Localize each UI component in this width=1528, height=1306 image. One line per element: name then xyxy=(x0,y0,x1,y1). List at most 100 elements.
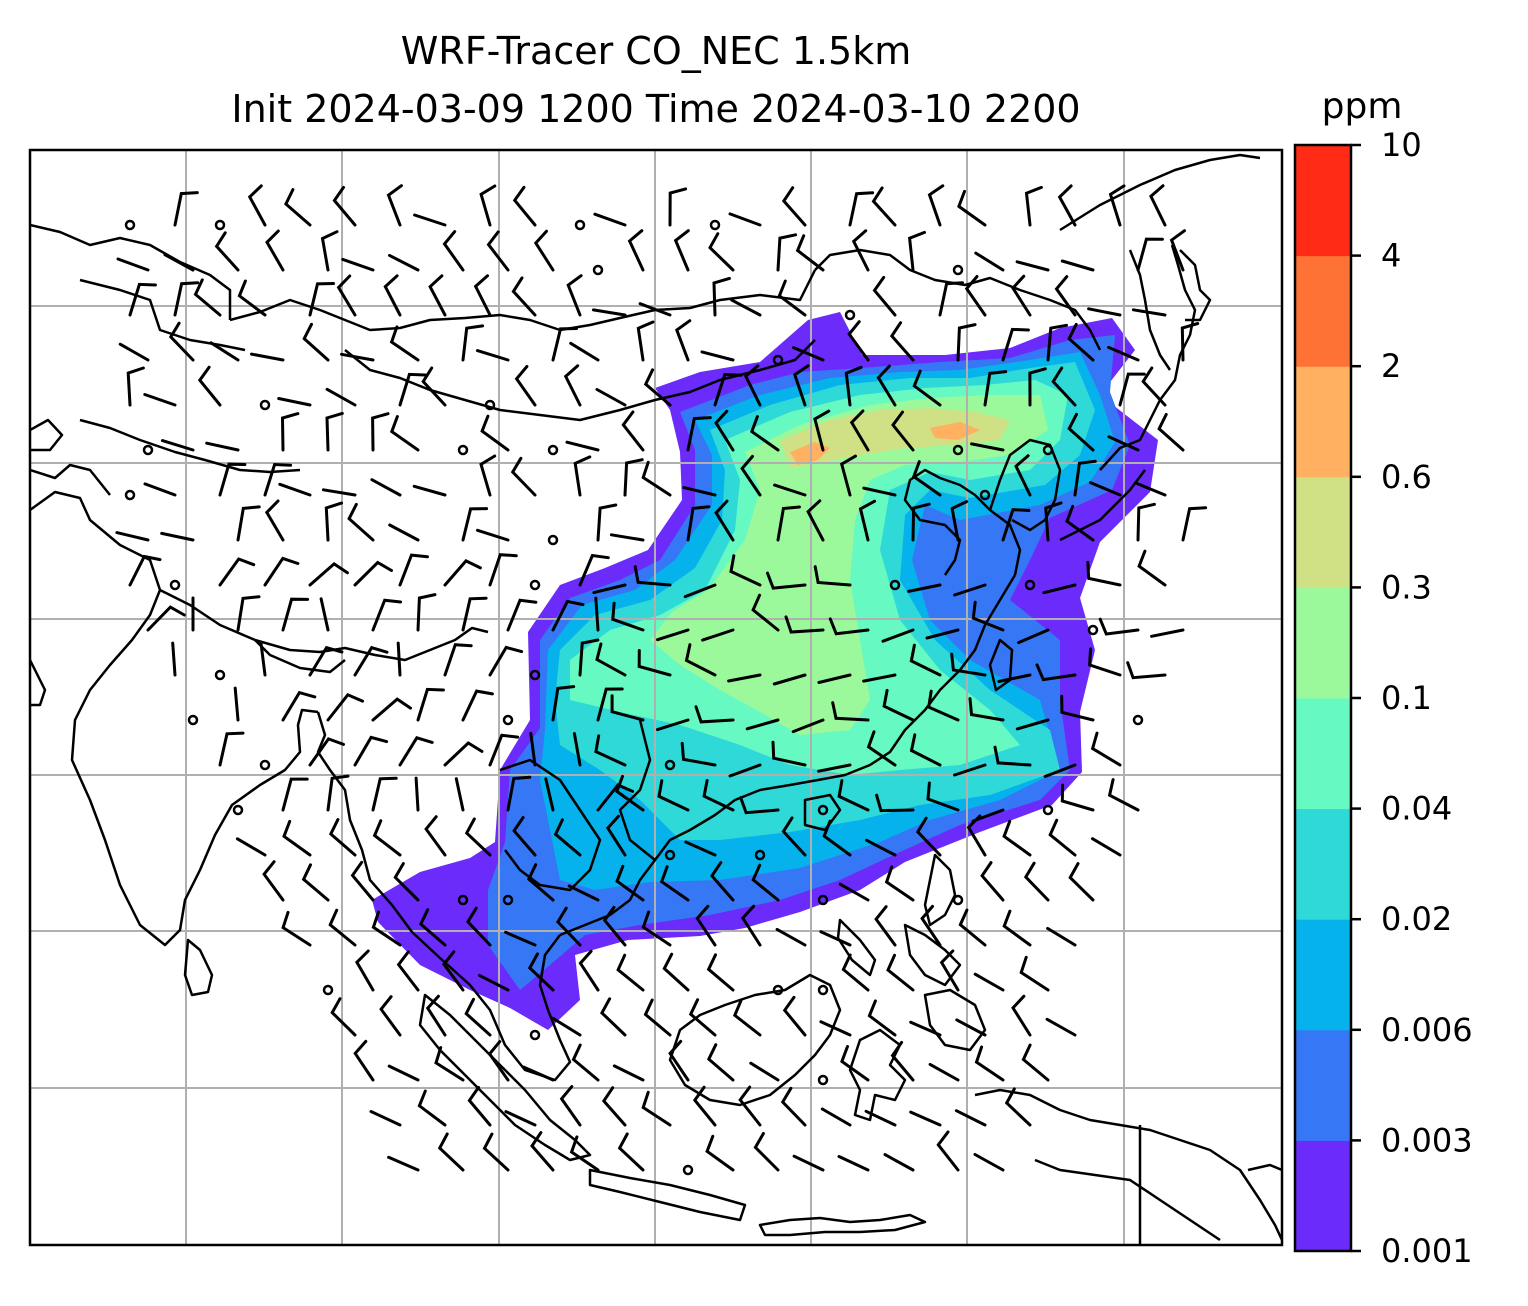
coastline-visayas xyxy=(903,923,962,987)
plume-level-0.3 xyxy=(780,408,1010,468)
wind-barb xyxy=(920,904,942,947)
wind-barb xyxy=(116,257,150,272)
wind-barb xyxy=(683,583,717,599)
calm-wind-circle xyxy=(322,984,334,996)
calm-wind-circle xyxy=(1042,804,1054,816)
wind-barb xyxy=(766,571,807,590)
wind-barb xyxy=(592,583,627,595)
wind-barb xyxy=(862,673,897,683)
wind-barb xyxy=(1015,260,1050,272)
wind-barb xyxy=(936,1130,960,1172)
calm-wind-circle xyxy=(817,984,829,996)
wind-barb xyxy=(872,275,897,317)
wind-barb xyxy=(529,731,537,767)
calm-wind-circle xyxy=(889,579,901,591)
wind-barb xyxy=(387,1155,420,1172)
wind-barb xyxy=(706,953,735,992)
wind-barb xyxy=(514,365,537,407)
wind-barb xyxy=(118,342,150,362)
coastline-luzon xyxy=(923,853,957,927)
coastline-new-guinea-south xyxy=(1034,1158,1221,1242)
wind-barb xyxy=(398,736,434,767)
wind-barb xyxy=(280,412,300,452)
wind-barb xyxy=(997,673,1032,683)
wind-barb xyxy=(355,949,375,992)
wind-barb xyxy=(336,274,357,317)
border-russia-china xyxy=(814,248,1102,351)
wind-barb xyxy=(173,281,200,317)
wind-barb xyxy=(1089,481,1122,497)
wind-barb xyxy=(371,598,403,632)
wind-barb xyxy=(611,601,645,632)
wind-barb xyxy=(781,816,807,857)
border-nepal xyxy=(254,639,346,674)
map-title-line2: Init 2024-03-09 1200 Time 2024-03-10 220… xyxy=(231,87,1081,131)
border-bangladesh xyxy=(316,711,393,906)
wind-barb xyxy=(160,439,195,452)
wind-barb xyxy=(1073,459,1097,497)
wind-barb xyxy=(844,365,863,407)
wind-barb xyxy=(837,779,870,812)
calm-wind-circle xyxy=(484,399,496,411)
wind-barb xyxy=(443,559,482,587)
border-central-asia-2 xyxy=(79,278,246,352)
wind-barb xyxy=(369,1110,402,1127)
wind-barb xyxy=(1131,308,1167,317)
wind-barb xyxy=(1060,694,1095,722)
wind-barb xyxy=(553,818,582,857)
calm-wind-circle xyxy=(772,984,784,996)
coastlines xyxy=(30,153,1282,1245)
wind-barb xyxy=(1098,617,1140,636)
wind-barb xyxy=(732,999,762,1037)
calm-wind-circle xyxy=(1087,624,1099,636)
wind-barb xyxy=(974,1045,1005,1082)
wind-barb xyxy=(911,460,942,497)
wind-barb xyxy=(728,212,762,227)
wind-barb xyxy=(674,319,692,362)
wind-barb xyxy=(738,1085,762,1127)
wind-barb xyxy=(572,732,582,767)
wind-barb xyxy=(1181,506,1208,542)
calm-wind-circle xyxy=(682,1164,694,1176)
wind-barb xyxy=(320,230,339,272)
wind-barb xyxy=(684,840,717,857)
wind-barb xyxy=(973,1153,1005,1172)
wind-barb xyxy=(371,910,402,947)
wind-barb xyxy=(1035,663,1077,682)
wind-barb xyxy=(791,718,825,734)
wind-barb xyxy=(1024,185,1043,227)
calm-wind-circle xyxy=(529,579,541,591)
wind-barb xyxy=(398,372,427,407)
calm-wind-circle xyxy=(457,894,469,906)
map-title-line1: WRF-Tracer CO_NEC 1.5km xyxy=(400,29,912,73)
wind-barb xyxy=(146,605,186,632)
wind-barb xyxy=(713,372,743,407)
wind-barb xyxy=(751,863,780,902)
wind-barb xyxy=(372,819,402,857)
wind-barb xyxy=(714,499,735,542)
wind-barb xyxy=(865,838,897,857)
wind-barb xyxy=(627,229,645,272)
wind-barb xyxy=(388,523,420,542)
calm-wind-circle xyxy=(952,264,964,276)
wind-barb xyxy=(160,531,195,542)
coastline-borneo xyxy=(668,973,842,1107)
wind-barb xyxy=(727,673,762,683)
coastline-japan-south xyxy=(1059,469,1146,542)
wind-barb xyxy=(1044,501,1063,542)
wind-barb xyxy=(813,565,852,587)
wind-barb xyxy=(656,628,690,642)
wind-barb xyxy=(1028,367,1047,407)
wind-barb xyxy=(512,185,537,227)
calm-wind-circle xyxy=(529,669,541,681)
wind-barb xyxy=(236,595,261,632)
wind-barb xyxy=(193,278,222,317)
wind-barb xyxy=(1088,647,1122,677)
wind-barb xyxy=(370,478,402,497)
wind-barb xyxy=(594,734,627,767)
wind-barb xyxy=(673,229,690,272)
wind-barb xyxy=(482,1132,510,1172)
wind-barb xyxy=(953,583,987,597)
wind-barb xyxy=(692,1085,717,1127)
